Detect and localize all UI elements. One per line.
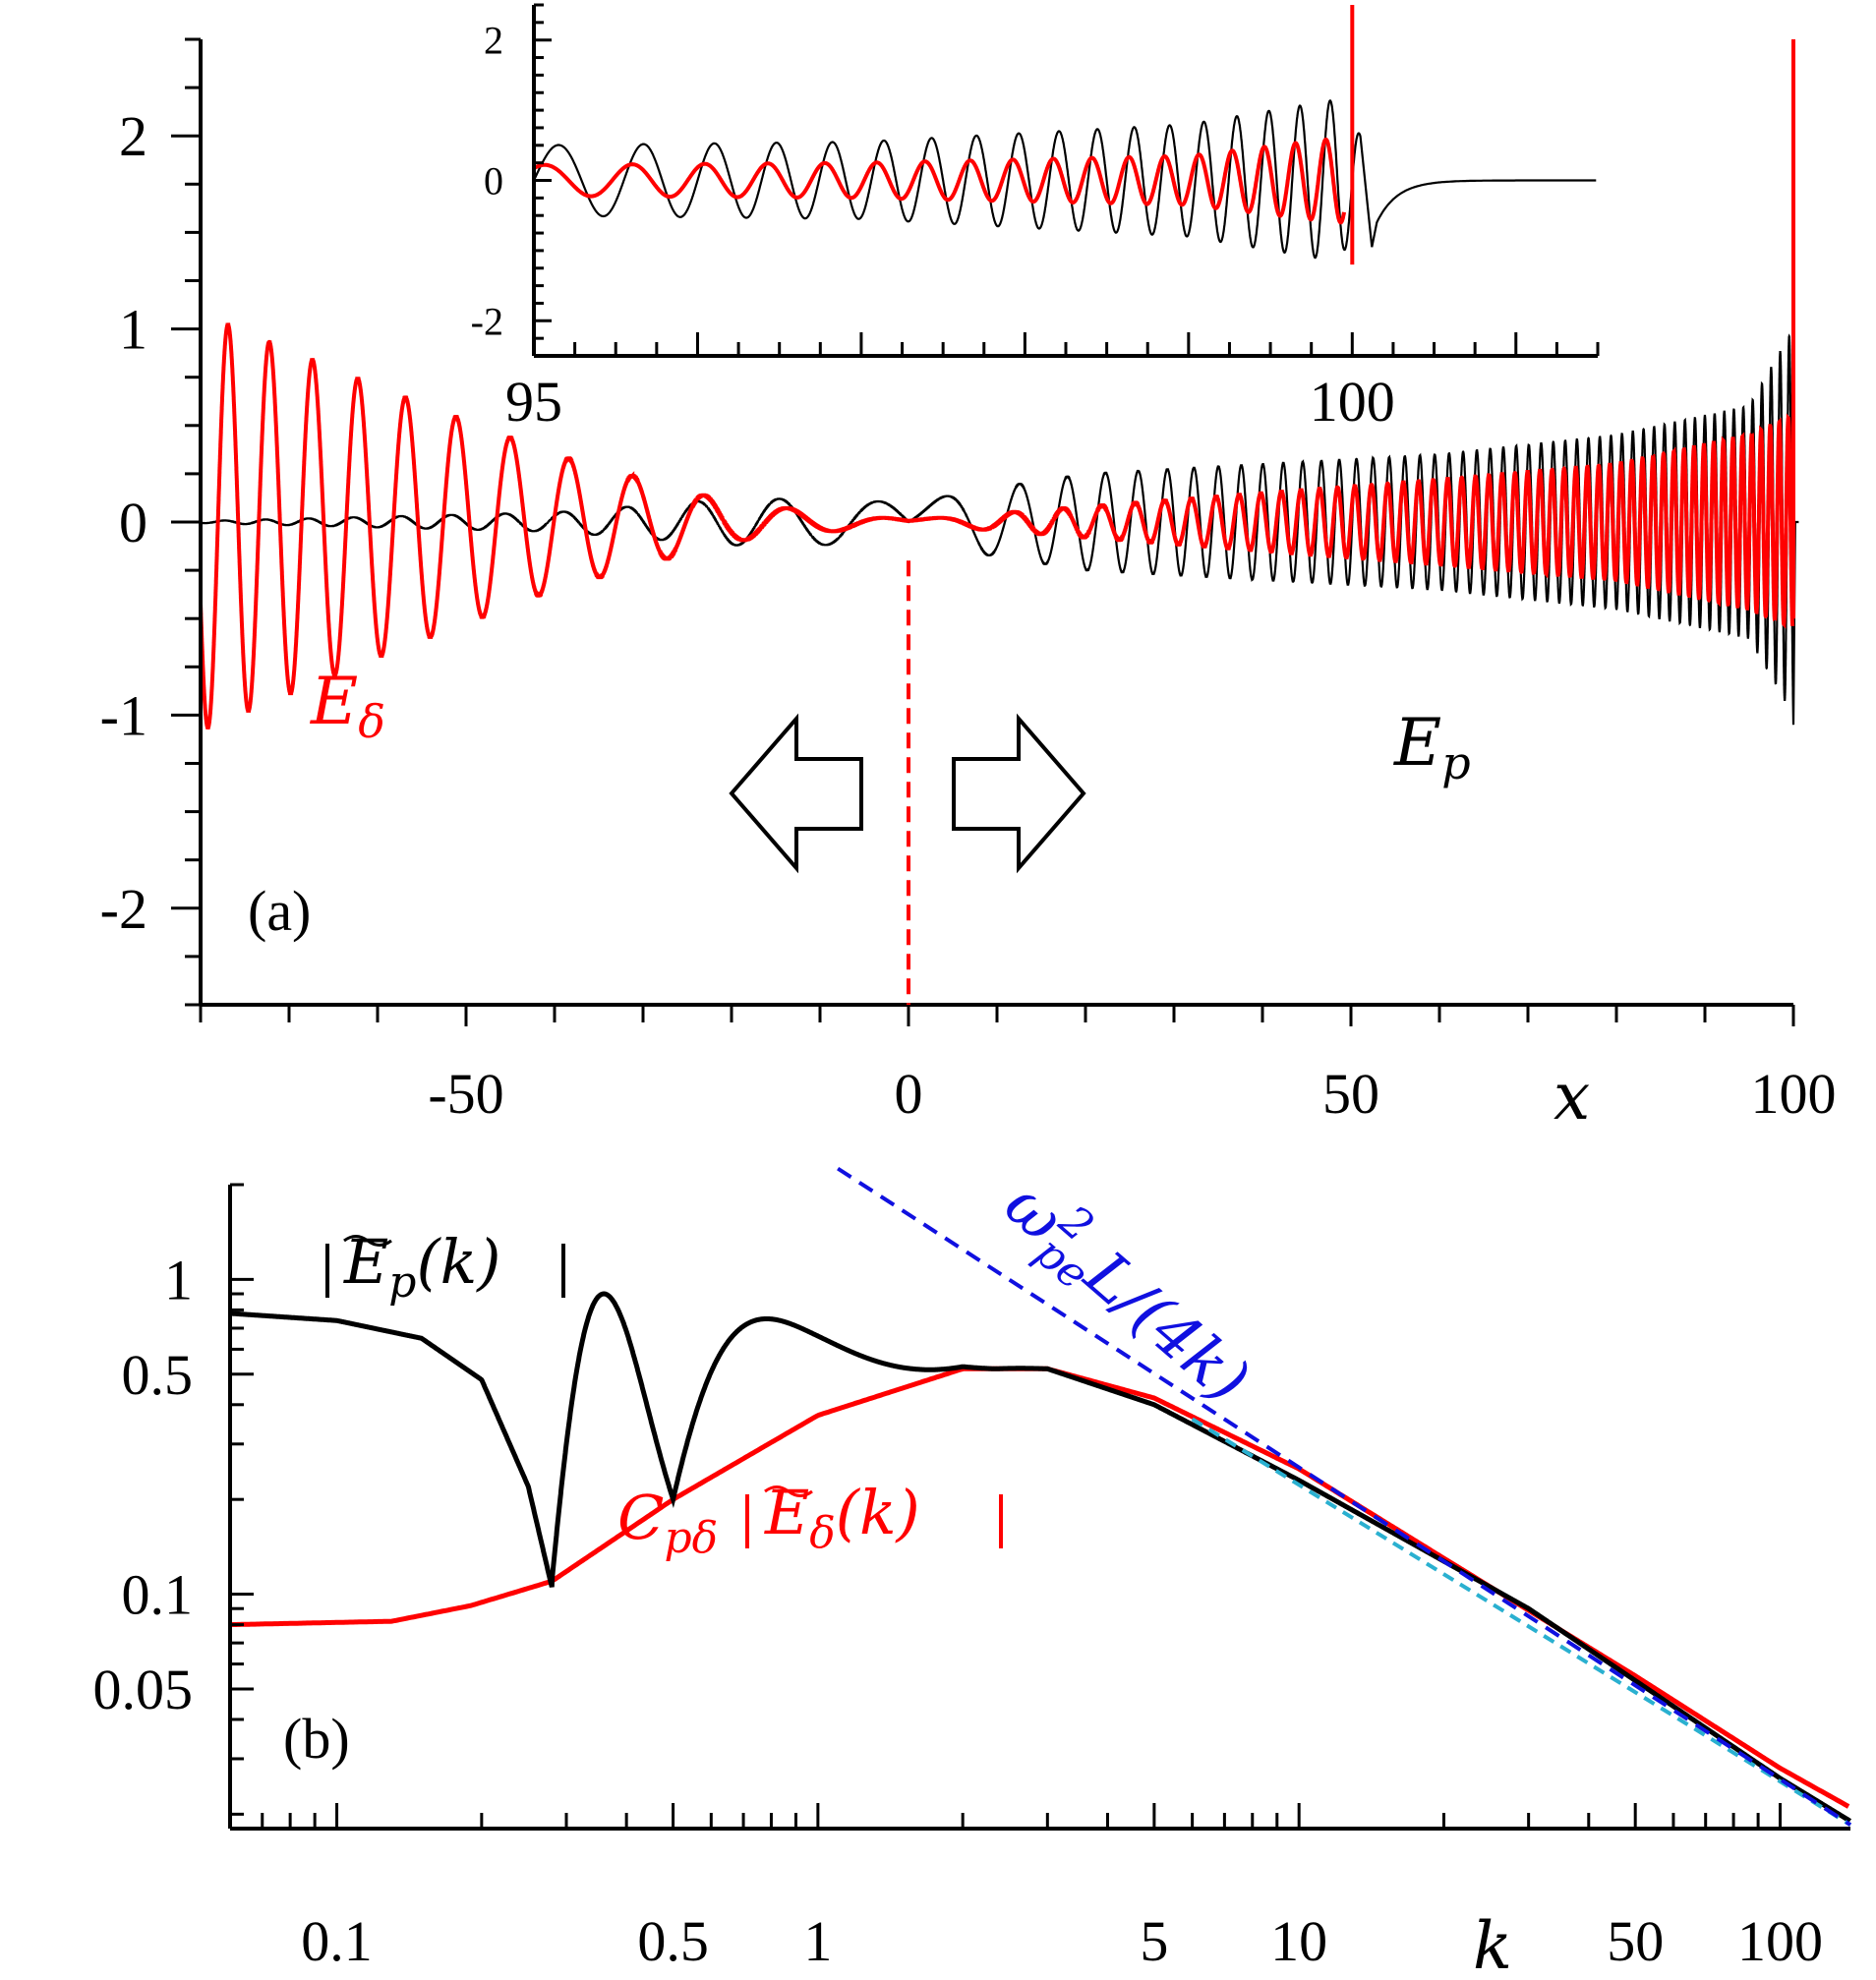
ep-k-label: Ep(k) bbox=[325, 1226, 565, 1308]
left-arrow bbox=[729, 713, 863, 874]
e-delta-label: Eδ bbox=[310, 664, 385, 748]
right-arrow bbox=[952, 713, 1086, 874]
panel-a-y-tick-label: 0 bbox=[119, 491, 147, 554]
panel-b-y-tick-label: 0.5 bbox=[122, 1343, 194, 1407]
panel-a-y-tick-label: 1 bbox=[119, 298, 147, 362]
svg-text:Eδ(k): Eδ(k) bbox=[764, 1477, 920, 1558]
omega-label: ω2peL/(4k) bbox=[985, 1162, 1268, 1425]
panel-b-y-tick-label: 1 bbox=[164, 1248, 193, 1311]
inset-background bbox=[536, 5, 1598, 356]
e-delta-curve bbox=[199, 322, 1795, 729]
inset-e-p-curve bbox=[532, 99, 1597, 260]
panel-a-x-tick-label: 50 bbox=[1322, 1062, 1379, 1126]
panel-a-x-label: x bbox=[1554, 1059, 1590, 1135]
panel-a-x-tick-label: 0 bbox=[895, 1062, 923, 1126]
asymptote-line bbox=[1191, 1417, 1852, 1827]
inset-plot: 95 100 2 0 -2 bbox=[471, 3, 1600, 434]
panel-b-x-tick-label: 5 bbox=[1140, 1909, 1168, 1973]
panel-b-ticks: 0.1 0.5 1 5 10 50 100 1 0.5 0.1 0.05 bbox=[93, 1183, 1823, 1973]
svg-text:Cpδ: Cpδ bbox=[617, 1482, 718, 1563]
inset-x-tick-label: 100 bbox=[1310, 370, 1395, 434]
panel-a: -50 0 50 100 2 1 0 -1 -2 Eδ Ep (a) x 95 100 2 0 -2 bbox=[100, 3, 1837, 1135]
panel-a-y-tick-label: -1 bbox=[100, 683, 147, 747]
panel-a-x-tick-label: -50 bbox=[428, 1062, 503, 1126]
panel-b-curves bbox=[229, 1166, 1852, 1827]
panel-b-y-tick-label: 0.1 bbox=[122, 1563, 194, 1627]
panel-b-x-tick-label: 0.5 bbox=[637, 1909, 709, 1973]
inset-x-tick-label: 95 bbox=[505, 370, 562, 434]
panel-b-x-tick-label: 50 bbox=[1607, 1909, 1664, 1973]
inset-y-tick-label: 0 bbox=[484, 159, 503, 204]
inset-y-tick-label: -2 bbox=[471, 299, 503, 343]
c-ed-k-label: Cpδ Eδ(k) bbox=[617, 1477, 1003, 1563]
ep-curve bbox=[229, 1291, 1852, 1824]
panel-b-x-tick-label: 10 bbox=[1270, 1909, 1327, 1973]
panel-a-y-tick-label: -2 bbox=[100, 877, 147, 941]
panel-b: 0.1 0.5 1 5 10 50 100 1 0.5 0.1 0.05 Ep(k) Cpδ Eδ(… bbox=[93, 1162, 1852, 1980]
panel-b-x-tick-label: 0.1 bbox=[301, 1909, 373, 1973]
c-ed-curve bbox=[229, 1366, 1850, 1809]
e-p-curve bbox=[200, 333, 1799, 726]
panel-a-y-tick-label: 2 bbox=[119, 104, 147, 168]
inset-y-tick-label: 2 bbox=[484, 19, 503, 63]
panel-b-x-label: k bbox=[1473, 1908, 1512, 1980]
inset-ticks: 95 100 2 0 -2 bbox=[471, 3, 1600, 434]
panel-a-label: (a) bbox=[248, 879, 311, 943]
e-p-label: Ep bbox=[1393, 705, 1471, 789]
panel-b-x-tick-label: 100 bbox=[1737, 1909, 1823, 1973]
panel-b-label: (b) bbox=[283, 1707, 350, 1771]
svg-text:Ep(k): Ep(k) bbox=[343, 1226, 500, 1308]
panel-a-x-tick-label: 100 bbox=[1751, 1062, 1837, 1126]
inset-e-delta-curve bbox=[532, 137, 1346, 225]
panel-a-ticks: -50 0 50 100 2 1 0 -1 -2 bbox=[100, 37, 1837, 1126]
panel-a-curves bbox=[199, 39, 1799, 729]
panel-b-x-tick-label: 1 bbox=[803, 1909, 832, 1973]
inset-curves bbox=[532, 5, 1597, 265]
panel-b-y-tick-label: 0.05 bbox=[93, 1658, 194, 1721]
omega-dashed-line bbox=[837, 1166, 1852, 1827]
